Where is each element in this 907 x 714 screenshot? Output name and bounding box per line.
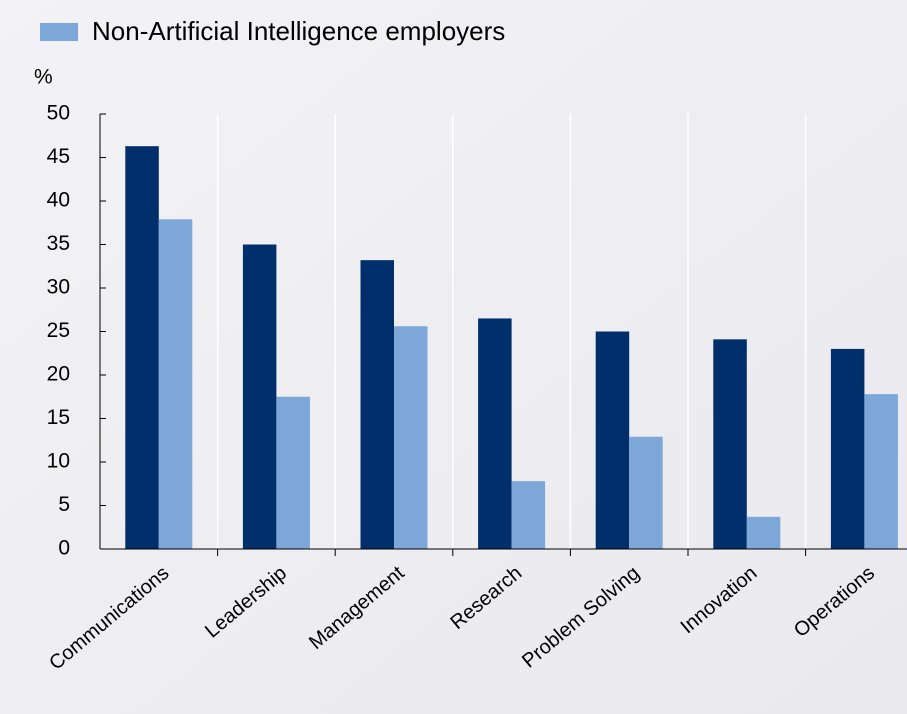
y-tick-label: 45 <box>47 145 70 168</box>
bar <box>713 339 747 549</box>
bar <box>394 326 428 549</box>
y-tick-label: 50 <box>47 102 70 125</box>
bar <box>276 396 310 549</box>
bar <box>629 436 663 549</box>
legend-swatch <box>40 23 78 41</box>
bar <box>746 516 781 549</box>
bar <box>511 481 546 549</box>
y-tick-label: 30 <box>47 276 70 299</box>
y-tick-label: 25 <box>47 319 70 342</box>
y-tick-label: 5 <box>58 493 70 516</box>
y-tick-label: 10 <box>47 450 70 473</box>
bar <box>595 331 630 549</box>
y-tick-label: 0 <box>58 537 70 560</box>
bar <box>864 394 898 549</box>
bar <box>478 318 512 549</box>
y-tick-label: 40 <box>47 189 70 212</box>
y-tick-label: 20 <box>47 363 70 386</box>
bar <box>242 244 277 549</box>
legend-label: Non-Artificial Intelligence employers <box>92 16 505 46</box>
bar <box>360 260 394 549</box>
bar <box>158 219 193 549</box>
y-tick-label: 15 <box>47 406 70 429</box>
bar <box>125 146 159 549</box>
y-tick-label: 35 <box>47 232 70 255</box>
y-axis-label: % <box>34 66 53 89</box>
bar <box>830 348 865 549</box>
